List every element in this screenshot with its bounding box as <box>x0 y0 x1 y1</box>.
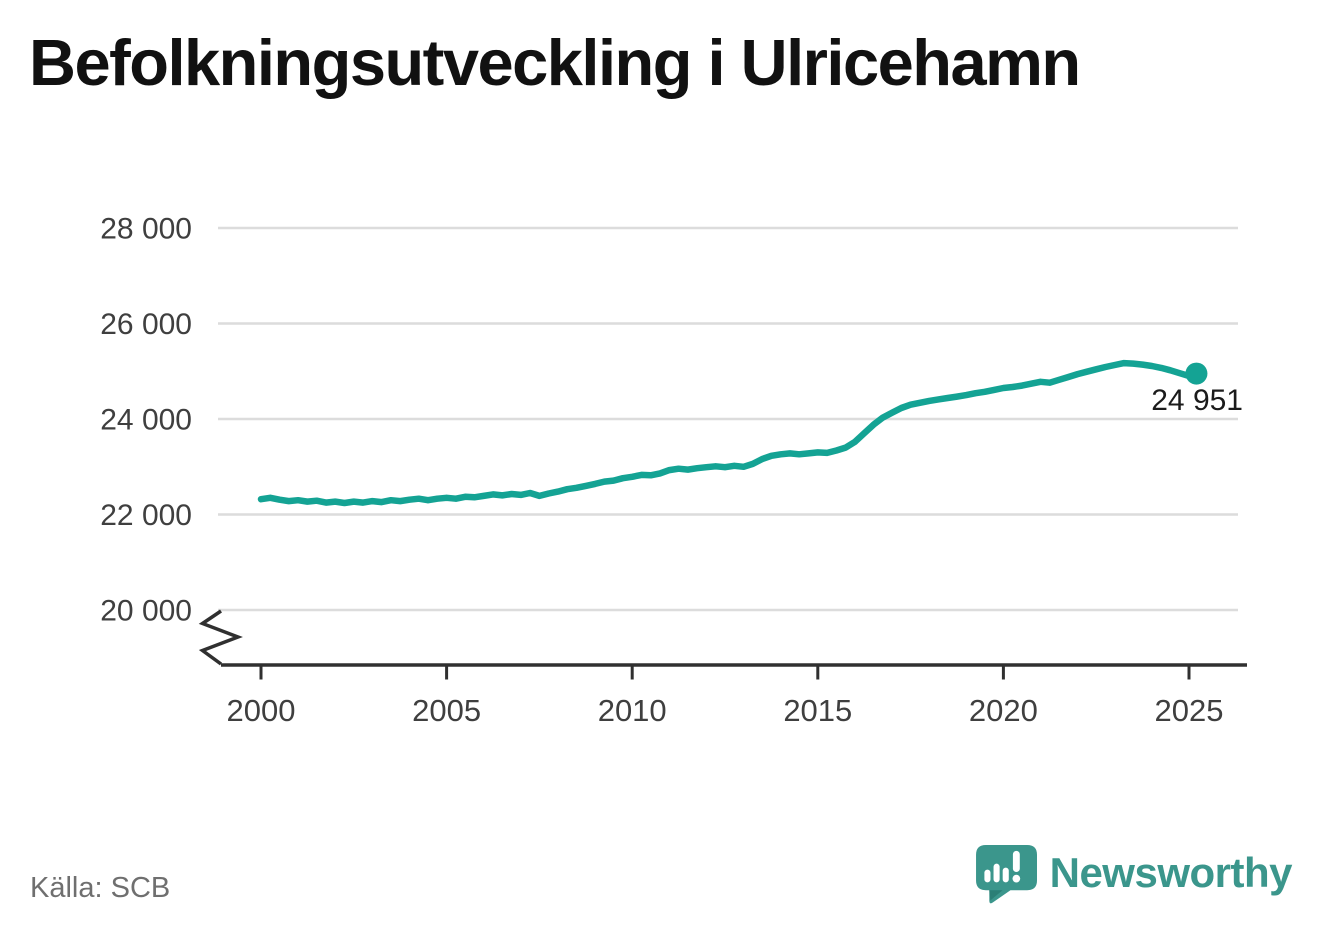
y-axis-tick-label: 20 000 <box>100 595 192 628</box>
newsworthy-wordmark: Newsworthy <box>1049 848 1293 896</box>
population-line-series <box>257 359 1200 507</box>
x-axis-tick-label: 2015 <box>783 693 852 728</box>
newsworthy-speech-bubble-chart-icon <box>975 845 1037 904</box>
x-axis-tick-label: 2005 <box>412 693 481 728</box>
x-axis-tick-label: 2010 <box>598 693 667 728</box>
x-axis-tick-label: 2000 <box>227 693 296 728</box>
source-note: Källa: SCB <box>30 872 171 904</box>
y-axis-tick-label: 26 000 <box>100 308 192 341</box>
y-axis-tick-label: 28 000 <box>100 213 192 246</box>
y-axis-tick-label: 22 000 <box>100 499 192 532</box>
y-axis-break-icon <box>198 609 243 666</box>
last-value-label: 24 951 <box>1151 384 1243 417</box>
last-value-marker <box>1185 362 1208 385</box>
x-axis-tick-label: 2020 <box>969 693 1038 728</box>
newsworthy-logo: Newsworthy <box>975 845 1293 904</box>
x-axis-tick-label: 2025 <box>1155 693 1224 728</box>
chart-title: Befolkningsutveckling i Ulricehamn <box>29 26 1081 99</box>
y-axis-tick-label: 24 000 <box>100 404 192 437</box>
